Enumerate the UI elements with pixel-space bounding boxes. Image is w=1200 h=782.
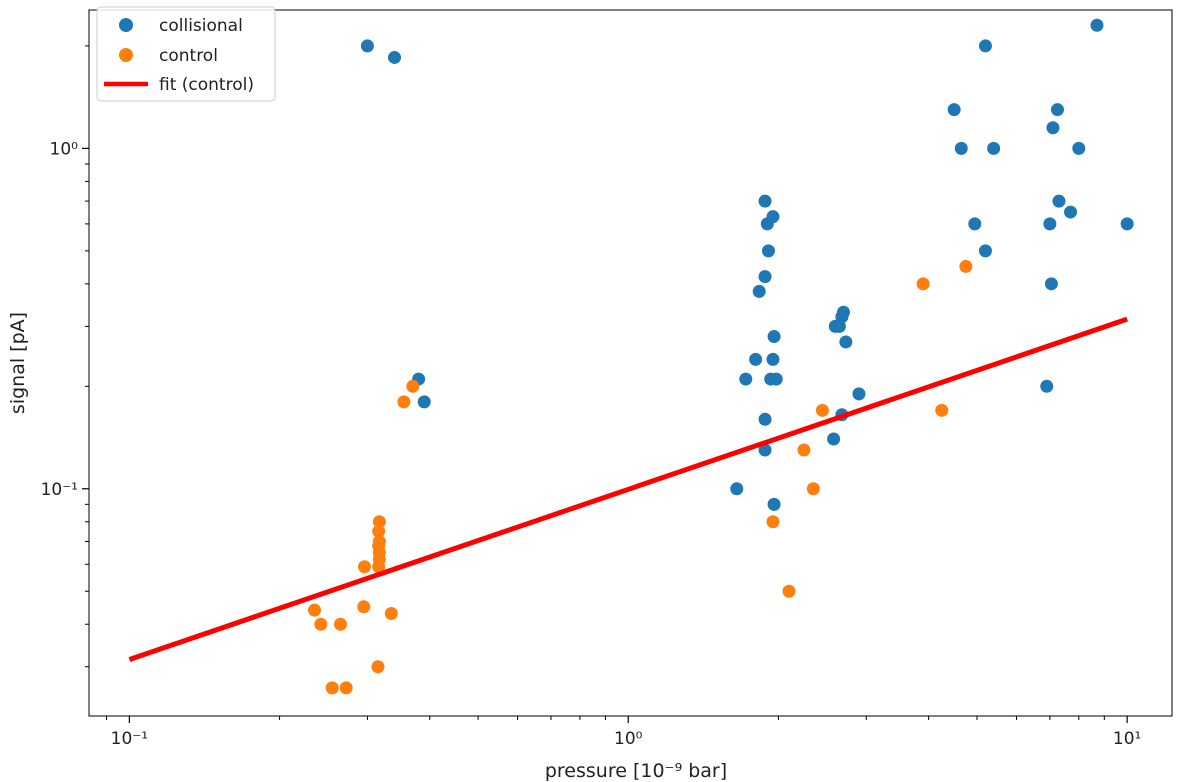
point-control-6	[357, 560, 371, 574]
point-collisional-12	[766, 210, 780, 224]
point-control-13	[372, 534, 386, 548]
y-axis-label: signal [pA]	[7, 312, 29, 414]
legend-frame	[96, 6, 276, 102]
point-collisional-39	[1052, 194, 1066, 208]
point-collisional-34	[1040, 379, 1054, 393]
point-control-14	[372, 524, 386, 538]
point-collisional-40	[1064, 205, 1078, 219]
plot-frame	[88, 9, 1173, 717]
point-collisional-37	[1046, 121, 1060, 135]
x-tick-label-1: 10⁰	[614, 729, 643, 749]
point-control-4	[339, 681, 353, 695]
point-control-7	[371, 660, 385, 674]
legend-marker-collisional	[119, 18, 133, 32]
point-collisional-28	[947, 103, 961, 117]
point-collisional-42	[1090, 18, 1104, 32]
point-collisional-32	[968, 217, 982, 231]
point-collisional-27	[852, 387, 866, 401]
point-collisional-23	[836, 305, 850, 319]
point-collisional-43	[1120, 217, 1134, 231]
point-control-2	[325, 681, 339, 695]
legend-label-collisional: collisional	[159, 16, 243, 36]
legend-marker-control	[119, 48, 133, 62]
point-collisional-7	[752, 284, 766, 298]
point-control-24	[935, 403, 949, 417]
point-collisional-35	[1044, 277, 1058, 291]
point-collisional-19	[767, 497, 781, 511]
point-collisional-14	[766, 352, 780, 366]
legend-label-fit: fit (control)	[159, 75, 254, 95]
point-control-3	[334, 617, 348, 631]
point-control-8	[384, 607, 398, 621]
plot-marks	[128, 18, 1134, 695]
point-collisional-4	[730, 482, 744, 496]
point-collisional-1	[388, 50, 402, 64]
point-collisional-24	[839, 335, 853, 349]
point-control-15	[372, 515, 386, 529]
point-collisional-26	[827, 432, 841, 446]
point-collisional-11	[761, 244, 775, 258]
point-collisional-3	[417, 395, 431, 409]
point-collisional-8	[758, 270, 772, 284]
point-control-1	[314, 617, 328, 631]
point-control-22	[815, 403, 829, 417]
x-axis-label: pressure [10⁻⁹ bar]	[545, 760, 727, 782]
point-collisional-31	[987, 141, 1001, 155]
point-collisional-16	[769, 372, 783, 386]
y-tick-label-0: 10⁻¹	[41, 480, 78, 500]
point-control-18	[766, 515, 780, 529]
axis-ticks: 10⁻¹ 10⁰ 10¹ 10⁻¹ 10⁰	[41, 45, 1141, 749]
point-control-21	[806, 482, 820, 496]
point-control-20	[797, 443, 811, 457]
point-collisional-17	[758, 412, 772, 426]
point-collisional-5	[739, 372, 753, 386]
point-collisional-6	[749, 352, 763, 366]
point-collisional-13	[767, 330, 781, 344]
point-collisional-33	[978, 244, 992, 258]
point-control-5	[357, 600, 371, 614]
point-control-25	[959, 259, 973, 273]
point-control-16	[397, 395, 411, 409]
point-collisional-30	[978, 39, 992, 53]
x-tick-label-0: 10⁻¹	[111, 729, 148, 749]
legend: collisional control fit (control)	[96, 6, 276, 102]
point-control-23	[916, 277, 930, 291]
point-collisional-41	[1072, 141, 1086, 155]
fit-line	[128, 316, 1128, 662]
point-collisional-18	[758, 443, 772, 457]
point-control-0	[307, 603, 321, 617]
point-collisional-38	[1050, 103, 1064, 117]
point-collisional-0	[360, 39, 374, 53]
point-control-17	[406, 379, 420, 393]
point-collisional-9	[758, 194, 772, 208]
y-tick-label-1: 10⁰	[50, 139, 79, 159]
x-tick-label-2: 10¹	[1113, 729, 1141, 749]
legend-label-control: control	[159, 46, 218, 66]
point-collisional-36	[1043, 217, 1057, 231]
point-control-19	[782, 584, 796, 598]
point-collisional-29	[954, 141, 968, 155]
